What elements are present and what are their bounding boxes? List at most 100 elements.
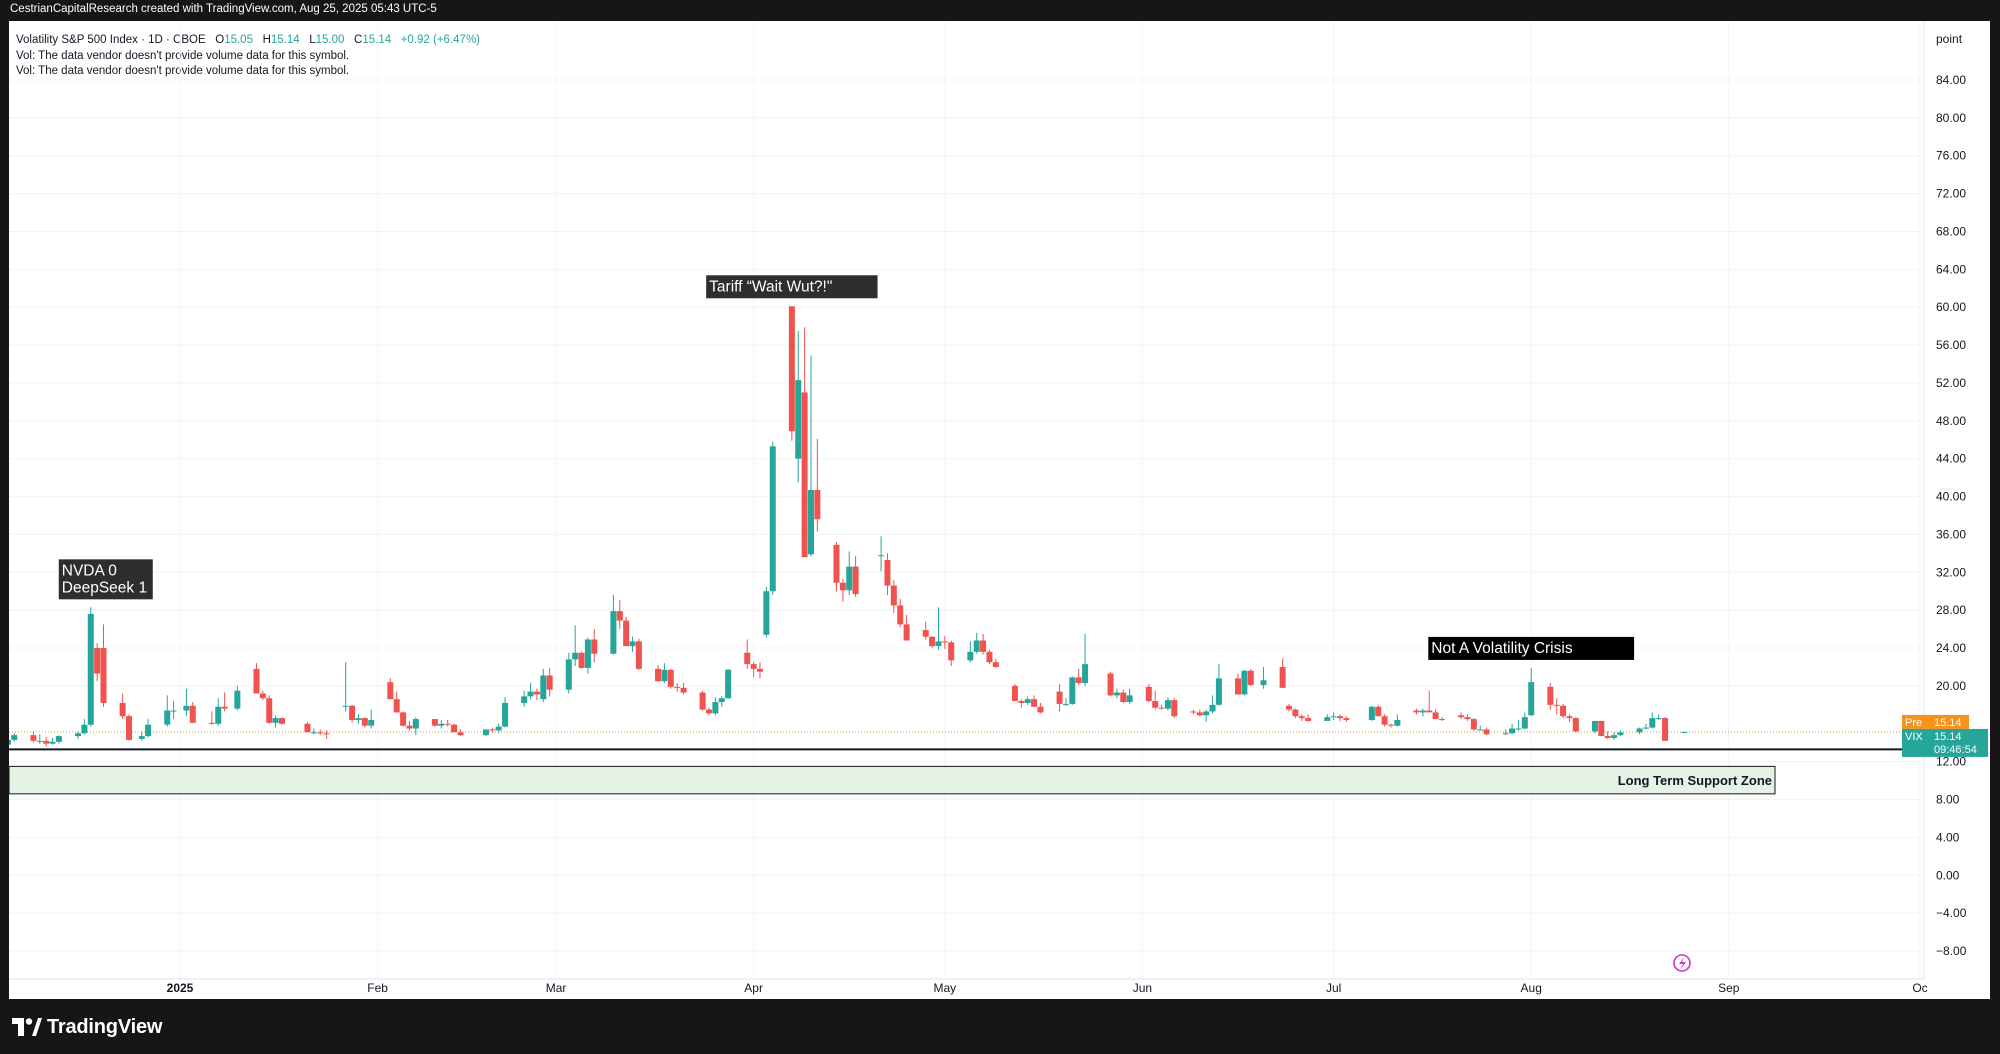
candle bbox=[1279, 658, 1286, 688]
candle-body bbox=[1375, 706, 1382, 717]
candle-body bbox=[878, 555, 885, 557]
candle-body bbox=[412, 719, 419, 729]
annotation-box bbox=[58, 559, 153, 600]
candle-body bbox=[1018, 701, 1025, 703]
candle bbox=[145, 719, 152, 738]
annotation-box bbox=[1428, 636, 1635, 660]
candle bbox=[9, 739, 11, 745]
y-tick-label: 76.00 bbox=[1936, 149, 1966, 163]
candle-body bbox=[929, 636, 936, 647]
candle bbox=[1235, 673, 1242, 695]
candle-body bbox=[1642, 727, 1649, 729]
x-tick-label: May bbox=[933, 981, 956, 995]
candle bbox=[788, 306, 795, 441]
candle-body bbox=[527, 691, 534, 697]
chart-frame bbox=[9, 21, 1990, 999]
candle-body bbox=[457, 732, 464, 736]
candle-body bbox=[221, 706, 228, 709]
candle-body bbox=[1113, 692, 1120, 696]
candle bbox=[482, 729, 489, 737]
candle bbox=[355, 714, 362, 724]
candle bbox=[323, 730, 330, 739]
candle-body bbox=[744, 652, 751, 665]
candle bbox=[94, 643, 101, 682]
candle-body bbox=[11, 735, 18, 740]
candle bbox=[610, 595, 617, 655]
candle-body bbox=[725, 669, 732, 699]
candle bbox=[973, 632, 980, 654]
candle bbox=[393, 691, 400, 713]
candle bbox=[992, 658, 999, 668]
candle-body bbox=[833, 544, 840, 583]
candle-body bbox=[1292, 709, 1299, 717]
candle-body bbox=[584, 639, 591, 668]
tradingview-brand[interactable]: TradingView bbox=[12, 1016, 162, 1038]
candle bbox=[757, 662, 763, 679]
pre-price-tag bbox=[1902, 714, 1969, 729]
candle bbox=[457, 729, 464, 737]
candle bbox=[310, 728, 317, 735]
volume-note-1: Vol: The data vendor doesn't provide vol… bbox=[16, 49, 350, 62]
candle bbox=[502, 697, 509, 728]
y-tick-label: 64.00 bbox=[1936, 262, 1966, 276]
candle bbox=[1062, 698, 1069, 706]
candle-body bbox=[126, 716, 133, 740]
candle bbox=[1464, 714, 1471, 721]
candle-body bbox=[661, 669, 668, 682]
candle bbox=[266, 695, 273, 724]
candle bbox=[1611, 732, 1618, 740]
candle bbox=[342, 662, 349, 712]
candle bbox=[763, 586, 770, 638]
x-tick-label: Aug bbox=[1521, 981, 1542, 995]
symbol-title[interactable]: Volatility S&P 500 Index · 1D · CBOE bbox=[16, 34, 206, 46]
candle bbox=[680, 683, 687, 695]
candle-body bbox=[903, 624, 910, 641]
candle bbox=[769, 441, 776, 596]
candle bbox=[1636, 727, 1643, 735]
lightning-icon[interactable] bbox=[1673, 954, 1691, 972]
support-zone bbox=[9, 765, 1776, 795]
candle-body bbox=[1031, 699, 1038, 707]
candle bbox=[572, 625, 579, 667]
candle bbox=[533, 688, 540, 701]
candle bbox=[1368, 705, 1375, 721]
x-tick-label: Mar bbox=[546, 981, 567, 995]
candle bbox=[1438, 717, 1445, 721]
candle bbox=[259, 690, 266, 701]
candle-body bbox=[667, 669, 674, 687]
candle-body bbox=[540, 675, 547, 700]
candle bbox=[183, 688, 190, 717]
candle-body bbox=[897, 605, 904, 625]
candle bbox=[546, 667, 553, 697]
candle bbox=[387, 678, 394, 700]
high-value: 15.14 bbox=[270, 34, 300, 46]
candle bbox=[1037, 702, 1044, 714]
candle-body bbox=[699, 692, 706, 710]
candle bbox=[929, 636, 936, 649]
y-tick-label: −8.00 bbox=[1936, 944, 1967, 958]
candle-body bbox=[629, 641, 636, 647]
candle bbox=[208, 711, 215, 725]
y-tick-label: 48.00 bbox=[1936, 414, 1966, 428]
candle-body bbox=[49, 741, 56, 744]
candle bbox=[451, 723, 458, 733]
candle-body bbox=[610, 611, 617, 654]
change-value: +0.92 (+6.47%) bbox=[400, 34, 480, 46]
candle bbox=[1343, 716, 1350, 722]
candle bbox=[1483, 727, 1490, 736]
y-tick-label: 28.00 bbox=[1936, 603, 1966, 617]
candle-body bbox=[9, 739, 11, 745]
candle-body bbox=[1145, 686, 1152, 702]
candle bbox=[744, 639, 751, 669]
candle-body bbox=[852, 566, 859, 595]
candle-body bbox=[1515, 728, 1522, 730]
candle bbox=[43, 737, 50, 747]
pre-price-value: 15.14 bbox=[1934, 717, 1962, 729]
candle-body bbox=[36, 740, 43, 742]
candle-body bbox=[839, 582, 846, 591]
candle-body bbox=[948, 642, 955, 661]
candle bbox=[1215, 664, 1222, 706]
tradingview-logo-icon bbox=[12, 1018, 42, 1036]
